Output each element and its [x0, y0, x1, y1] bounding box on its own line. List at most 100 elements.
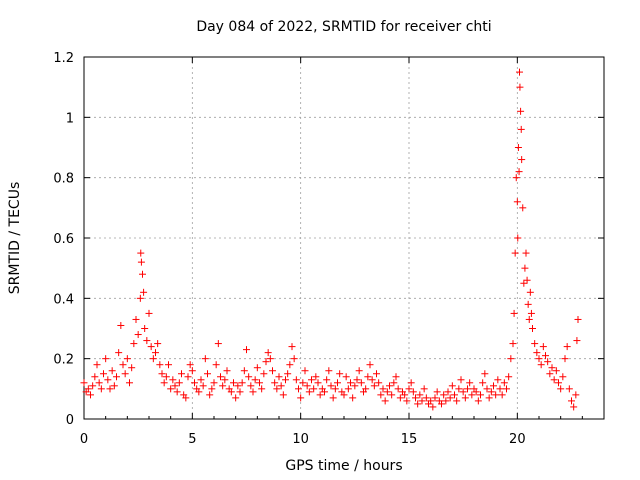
data-point: [503, 385, 510, 393]
data-point: [178, 370, 185, 378]
data-point: [386, 382, 393, 390]
data-point: [485, 394, 493, 402]
data-points: [80, 68, 582, 411]
data-point: [195, 388, 203, 396]
data-point: [316, 391, 324, 399]
x-tick-label: 15: [401, 432, 418, 447]
data-point: [468, 391, 476, 399]
data-point: [548, 364, 556, 372]
data-point: [396, 394, 404, 402]
data-point: [214, 340, 222, 348]
data-point: [308, 376, 315, 384]
data-point: [552, 367, 560, 375]
data-point: [253, 364, 261, 372]
data-point: [169, 376, 177, 384]
data-point: [464, 385, 471, 393]
data-point: [236, 388, 244, 396]
data-point: [514, 234, 522, 242]
data-point: [487, 388, 495, 396]
data-point: [137, 249, 145, 257]
data-point: [210, 379, 218, 387]
data-point: [544, 358, 552, 366]
data-point: [121, 370, 129, 378]
data-point: [531, 340, 539, 348]
data-point: [245, 373, 253, 381]
data-point: [377, 391, 385, 399]
data-point: [191, 379, 198, 387]
data-point: [284, 370, 292, 378]
data-point: [149, 355, 157, 363]
data-point: [516, 83, 524, 91]
data-point: [277, 382, 285, 390]
data-point: [344, 385, 352, 393]
data-point: [514, 144, 522, 151]
data-point: [559, 373, 567, 381]
data-point: [288, 343, 296, 351]
data-point: [509, 340, 517, 348]
x-tick-label: 10: [292, 432, 309, 447]
data-point: [520, 279, 528, 287]
data-point: [525, 315, 533, 323]
data-point: [160, 379, 168, 387]
data-point: [490, 382, 497, 390]
data-point: [201, 355, 209, 363]
data-point: [483, 385, 491, 393]
data-point: [97, 385, 105, 393]
data-point: [171, 382, 179, 390]
data-point: [364, 373, 372, 381]
data-point: [418, 397, 426, 405]
data-point: [517, 107, 525, 115]
data-point: [243, 346, 250, 354]
data-point: [295, 385, 302, 393]
y-tick-label: 0: [66, 413, 74, 428]
data-point: [275, 373, 283, 381]
data-point: [390, 379, 398, 387]
data-point: [392, 373, 400, 381]
data-point: [143, 337, 151, 345]
data-point: [407, 379, 415, 387]
data-point: [555, 379, 562, 387]
data-point: [314, 379, 322, 387]
data-point: [223, 367, 231, 375]
data-point: [522, 249, 530, 257]
data-point: [234, 382, 242, 390]
data-point: [574, 315, 582, 323]
data-point: [461, 394, 469, 402]
x-tick-label: 0: [80, 432, 88, 447]
data-point: [106, 385, 114, 393]
data-point: [510, 309, 518, 317]
data-point: [375, 379, 383, 387]
data-point: [162, 373, 170, 381]
data-point: [572, 391, 580, 399]
data-point: [355, 367, 363, 375]
data-point: [323, 376, 331, 384]
data-point: [227, 388, 235, 396]
data-point: [568, 397, 575, 405]
data-point: [110, 382, 118, 390]
data-point: [440, 391, 448, 399]
data-point: [535, 355, 543, 363]
data-point: [331, 385, 339, 393]
data-point: [431, 394, 439, 402]
data-point: [438, 400, 445, 408]
data-point: [325, 367, 333, 375]
data-point: [368, 376, 376, 384]
data-point: [563, 343, 571, 351]
data-point: [290, 355, 298, 363]
data-point: [388, 391, 396, 399]
data-point: [518, 156, 526, 164]
data-point: [455, 385, 463, 393]
data-point: [370, 382, 378, 390]
x-tick-label: 20: [509, 432, 526, 447]
data-point: [258, 385, 266, 393]
data-point: [379, 385, 387, 393]
data-point: [479, 379, 487, 387]
data-point: [132, 315, 140, 323]
data-point: [442, 397, 450, 405]
data-point: [113, 373, 120, 381]
data-point: [327, 382, 335, 390]
data-point: [117, 321, 125, 329]
data-point: [357, 379, 365, 387]
data-point: [312, 373, 320, 381]
